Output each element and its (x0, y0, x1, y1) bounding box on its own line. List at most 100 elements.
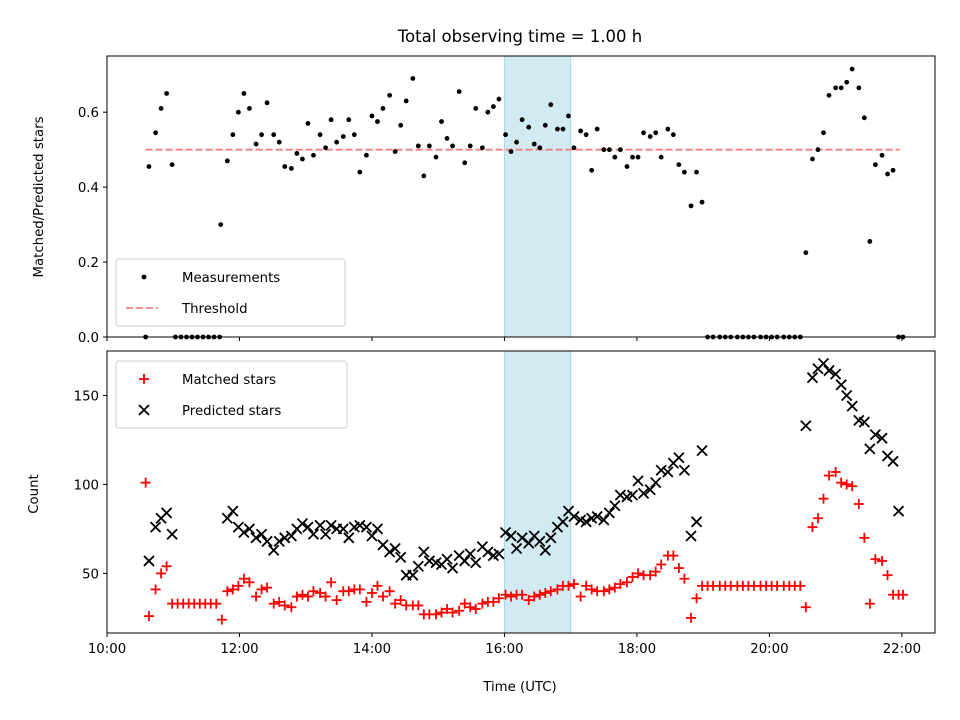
matched-star-marker (262, 582, 273, 593)
measurement-point (387, 92, 393, 98)
matched-star-marker (320, 591, 331, 602)
predicted-star-marker (343, 532, 355, 544)
predicted-star-marker (482, 546, 494, 558)
matched-star-marker (500, 589, 511, 600)
matched-star-marker (650, 566, 661, 577)
matched-star-marker (378, 591, 388, 602)
measurement-point (259, 132, 264, 138)
measurement-point (872, 162, 878, 168)
x-tick-label: 16:00 (485, 642, 523, 657)
measurement-point (164, 91, 170, 96)
matched-star-marker (506, 591, 517, 602)
predicted-star-marker (423, 555, 436, 567)
y-tick-label: 0.6 (78, 106, 99, 121)
measurement-point (583, 132, 589, 138)
measurement-point (369, 113, 375, 119)
predicted-star-marker (887, 455, 899, 467)
measurement-point (676, 162, 682, 168)
measurement-point (548, 102, 554, 108)
measurement-point (169, 162, 175, 168)
legend: Measurements Threshold (115, 258, 346, 327)
legend: Matched stars Predicted stars (115, 360, 348, 429)
measurement-point (328, 117, 334, 123)
measurement-point (879, 152, 885, 158)
measurement-point (403, 98, 409, 104)
predicted-star-marker (459, 555, 471, 567)
measurement-point (589, 167, 595, 173)
matched-star-marker (877, 555, 888, 566)
measurement-point (612, 154, 618, 160)
matched-star-marker (372, 580, 383, 591)
legend-label: Threshold (181, 302, 248, 317)
matched-star-marker (540, 587, 551, 598)
matched-star-marker (161, 561, 172, 572)
matched-star-marker (621, 577, 632, 588)
measurement-point (844, 79, 850, 85)
matched-star-marker (442, 603, 453, 614)
measurement-point (617, 147, 623, 153)
measurement-point (641, 130, 646, 136)
measurement-point (555, 126, 560, 132)
bottom-panel: 50 100 150 10:00 12:00 14:00 16:00 18:00 20:00 22… (74, 350, 936, 657)
predicted-star-marker (366, 530, 378, 542)
predicted-star-marker (690, 516, 703, 528)
matched-star-marker (140, 477, 151, 488)
measurement-point (294, 151, 300, 156)
matched-star-marker (477, 598, 488, 609)
predicted-star-marker (568, 510, 580, 523)
matched-star-marker (870, 554, 881, 565)
measurement-point (241, 91, 247, 96)
predicted-star-marker (673, 452, 685, 464)
matched-star-marker (882, 570, 893, 581)
predicted-star-marker (662, 466, 674, 478)
matched-star-marker (824, 470, 835, 481)
predicted-star-marker (360, 521, 373, 533)
measurement-point (647, 134, 653, 139)
predicted-star-marker (869, 428, 882, 441)
predicted-star-marker (446, 562, 459, 574)
measurement-point (158, 106, 164, 111)
measurement-point (479, 145, 485, 151)
legend-marker (141, 274, 147, 280)
predicted-star-marker (337, 523, 349, 535)
predicted-star-marker (876, 432, 888, 444)
predicted-star-marker (655, 464, 667, 476)
x-tick-label: 10:00 (88, 642, 126, 657)
matched-star-marker (586, 584, 597, 595)
measurement-point (694, 169, 699, 175)
measurement-point (264, 100, 270, 106)
measurement-point (810, 156, 815, 162)
matched-star-marker (251, 591, 262, 602)
matched-star-marker (897, 589, 908, 600)
predicted-star-marker (892, 505, 905, 517)
predicted-star-marker (858, 416, 870, 428)
measurement-point (426, 143, 432, 149)
x-tick-label: 20:00 (750, 642, 788, 657)
matched-star-marker (211, 598, 222, 609)
measurement-point (346, 117, 352, 123)
matched-star-marker (552, 584, 563, 595)
axes-frame (106, 55, 936, 338)
measurement-point (300, 156, 305, 162)
matched-star-marker (598, 586, 609, 597)
measurement-point (491, 104, 496, 109)
legend-box (115, 360, 348, 429)
measurement-point (340, 134, 346, 139)
matched-star-marker (807, 522, 818, 533)
matched-star-marker (488, 596, 499, 607)
matched-star-marker (447, 607, 458, 618)
top-y-axis-label: Matched/Predicted stars (32, 116, 47, 277)
bottom-y-axis-label: Count (27, 474, 42, 514)
matched-star-marker (150, 584, 161, 595)
measurement-point (462, 160, 468, 166)
predicted-star-marker (138, 404, 150, 416)
measurement-point (681, 169, 687, 175)
matched-star-marker (459, 598, 470, 609)
predicted-star-marker (644, 484, 656, 496)
predicted-star-marker (389, 542, 401, 555)
matched-star-marker (143, 611, 154, 622)
predicted-star-marker (470, 557, 482, 569)
measurement-point (658, 154, 664, 160)
measurement-point (578, 128, 584, 134)
